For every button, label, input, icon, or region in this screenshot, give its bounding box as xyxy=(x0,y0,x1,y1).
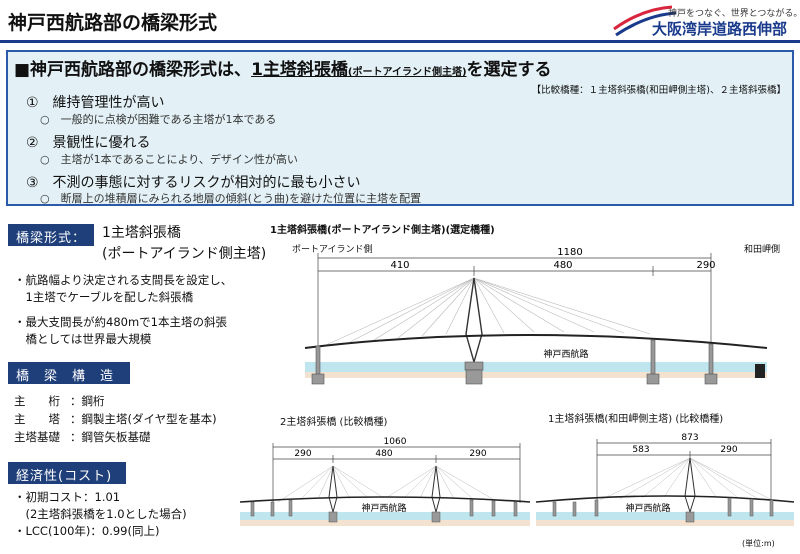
main-total-length: 1180 xyxy=(557,247,582,258)
unit-note: (単位:m) xyxy=(742,539,775,548)
main-cables xyxy=(325,277,651,346)
bridge-type-bullet-3: ・最大支間長が約480mで1本主塔の斜張 xyxy=(14,315,227,329)
diagram3-total-length: 873 xyxy=(681,433,698,443)
diagram3-water xyxy=(536,512,794,520)
diagram3-deck xyxy=(535,495,795,503)
decision-statement: ■神戸西航路部の橋梁形式は、1主塔斜張橋(ポートアイランド側主塔)を選定する xyxy=(14,55,552,80)
decision-choice-text: 1主塔斜張橋 xyxy=(251,60,348,80)
structure-key: 主 塔 xyxy=(14,412,60,426)
title-bar: 神戸西航路部の橋梁形式 神戸をつなぐ、世界とつながる。 大阪湾岸道路西伸部 xyxy=(0,0,800,46)
economy-line-3: ・LCC(100年)：0.99(同上) xyxy=(14,524,160,538)
main-diagram-left-side: ポートアイランド側 xyxy=(292,245,373,255)
diagram2-title: 2主塔斜張橋 (比較橋種) xyxy=(280,417,388,428)
structure-item-tower: 主 塔 ：鋼製主塔(ダイヤ型を基本) xyxy=(14,411,217,427)
diagram3-title: 1主塔斜張橋(和田岬側主塔) (比較橋種) xyxy=(548,414,724,425)
diagram2-tower-left xyxy=(328,465,338,514)
bridge-type-bullet-1: ・航路幅より決定される支間長を設定し、 xyxy=(14,273,233,287)
bridge-type-bullet-4: 橋としては世界最大規模 xyxy=(14,332,152,346)
structure-item-foundation: 主塔基礎 ：鋼管矢板基礎 xyxy=(14,429,151,445)
main-channel-label: 神戸西航路 xyxy=(543,348,588,360)
economy-line-2: (2主塔斜張橋を1.0とした場合) xyxy=(14,507,187,521)
bridge-type-bullet-2: 1主塔でケーブルを配した斜張橋 xyxy=(14,290,194,304)
structure-item-girder: 主 桁 ：鋼桁 xyxy=(14,393,105,409)
reason-3-title: ③ 不測の事態に対するリスクが相対的に最も小さい xyxy=(26,175,361,191)
diagram3-channel-label: 神戸西航路 xyxy=(625,502,670,514)
diagram3-dimensions xyxy=(596,439,772,503)
main-diagram-title: 1主塔斜張橋(ポートアイランド側主塔)(選定橋種) xyxy=(270,225,495,236)
economy-line-1: ・初期コスト：1.01 xyxy=(14,490,121,504)
structure-key: 主 桁 xyxy=(14,394,60,408)
reason-1-title: ① 維持管理性が高い xyxy=(26,95,165,111)
diagram2-span-1: 290 xyxy=(294,449,311,459)
decision-suffix: を選定する xyxy=(466,60,552,80)
structure-value: ：鋼桁 xyxy=(70,394,105,408)
logo-swoosh-icon xyxy=(613,5,677,37)
reason-2-title: ② 景観性に優れる xyxy=(26,135,151,151)
main-abutment xyxy=(755,364,765,378)
diagram2-total-length: 1060 xyxy=(384,437,407,447)
main-diagram-right-side: 和田岬側 xyxy=(744,245,781,255)
diagram2-tower-right xyxy=(431,465,441,514)
bridge-type-line2: (ポートアイランド側主塔) xyxy=(102,246,267,262)
structure-value: ：鋼管矢板基礎 xyxy=(70,430,151,444)
diagram2-deck xyxy=(239,496,531,503)
economy-label: 経済性(コスト) xyxy=(8,462,126,484)
page-title: 神戸西航路部の橋梁形式 xyxy=(8,12,218,34)
logo-tagline: 神戸をつなぐ、世界とつながる。 xyxy=(668,9,800,19)
bridge-type-line1: 1主塔斜張橋 xyxy=(102,225,181,241)
main-piers xyxy=(311,339,718,385)
diagram2-span-2: 480 xyxy=(375,449,392,459)
decision-box xyxy=(6,50,794,206)
decision-prefix: ■神戸西航路部の橋梁形式は、 xyxy=(14,60,252,80)
diagram3-tower xyxy=(684,457,696,514)
diagram3-seabed xyxy=(536,520,794,526)
main-dimensions xyxy=(317,253,712,345)
decision-choice: 1主塔斜張橋(ポートアイランド側主塔) xyxy=(251,60,466,80)
structure-label: 橋 梁 構 造 xyxy=(8,362,130,384)
main-span-1: 410 xyxy=(390,260,409,271)
structure-key: 主塔基礎 xyxy=(14,430,60,444)
main-deck xyxy=(304,334,768,349)
main-seabed xyxy=(305,372,767,378)
diagram3-cables xyxy=(599,457,773,501)
structure-value: ：鋼製主塔(ダイヤ型を基本) xyxy=(70,412,217,426)
main-span-2: 480 xyxy=(553,260,572,271)
diagram2-seabed xyxy=(240,520,530,526)
diagram3-piers xyxy=(552,497,774,523)
diagram2-cables xyxy=(277,465,497,503)
diagram2-span-3: 290 xyxy=(469,449,486,459)
reason-3-detail: ○ 断層上の堆積層にみられる地層の傾斜(とう曲)を避けた位置に主塔を配置 xyxy=(40,192,422,205)
main-tower xyxy=(465,277,483,365)
diagram3-span-2: 290 xyxy=(720,445,737,455)
reason-2-detail: ○ 主塔が1本であることにより、デザイン性が高い xyxy=(40,153,298,166)
bridge-type-label: 橋梁形式： xyxy=(8,224,95,246)
decision-choice-note: (ポートアイランド側主塔) xyxy=(347,67,467,78)
title-divider xyxy=(0,40,800,43)
reason-1-detail: ○ 一般的に点検が困難である主塔が1本である xyxy=(40,113,277,126)
logo-name: 大阪湾岸道路西伸部 xyxy=(652,20,788,38)
diagram2-piers xyxy=(250,499,518,523)
main-span-3: 290 xyxy=(696,260,715,271)
comparison-note: 【比較橋種：１主塔斜張橋(和田岬側主塔)、２主塔斜張橋】 xyxy=(531,85,786,96)
diagram2-water xyxy=(240,512,530,520)
diagram2-dimensions xyxy=(272,443,521,503)
main-water xyxy=(305,362,767,372)
diagram2-channel-label: 神戸西航路 xyxy=(361,502,406,514)
diagram3-span-1: 583 xyxy=(632,445,649,455)
